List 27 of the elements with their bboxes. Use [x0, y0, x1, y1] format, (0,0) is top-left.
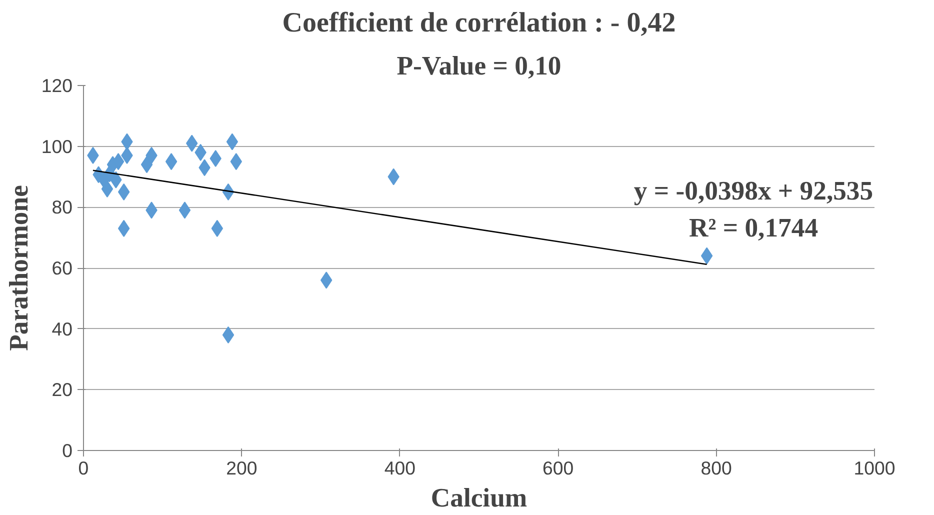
point [211, 220, 224, 237]
y-axis-title: Parathormone [3, 184, 34, 351]
point [165, 153, 178, 170]
y-tick-label: 120 [41, 75, 73, 96]
annotation: R² = 0,1744 [688, 212, 818, 242]
y-tick-label: 20 [52, 379, 73, 400]
y-tick-label: 100 [41, 136, 73, 157]
point [140, 156, 153, 174]
point [222, 326, 234, 344]
x-tick-label: 400 [384, 458, 416, 478]
point [210, 150, 222, 167]
y-tick-label: 0 [62, 440, 73, 461]
chart-subtitle: P-Value = 0,10 [396, 50, 562, 80]
x-axis-title: Calcium [430, 482, 528, 512]
y-tick-label: 40 [52, 318, 73, 340]
chart-title: Coefficient de corrélation : - 0,42 [282, 8, 676, 38]
x-tick-label: 1000 [854, 458, 896, 478]
x-tick-label: 800 [700, 458, 732, 478]
y-tick-label: 80 [52, 196, 73, 218]
point [700, 247, 713, 264]
x-tick-label: 200 [226, 458, 258, 478]
x-tick-label: 600 [542, 458, 574, 478]
x-tick-label: 0 [78, 458, 89, 478]
annotation: y = -0,0398x + 92,535 [634, 176, 874, 206]
y-tick-label: 60 [52, 258, 73, 278]
point [226, 133, 238, 150]
point [178, 202, 191, 219]
